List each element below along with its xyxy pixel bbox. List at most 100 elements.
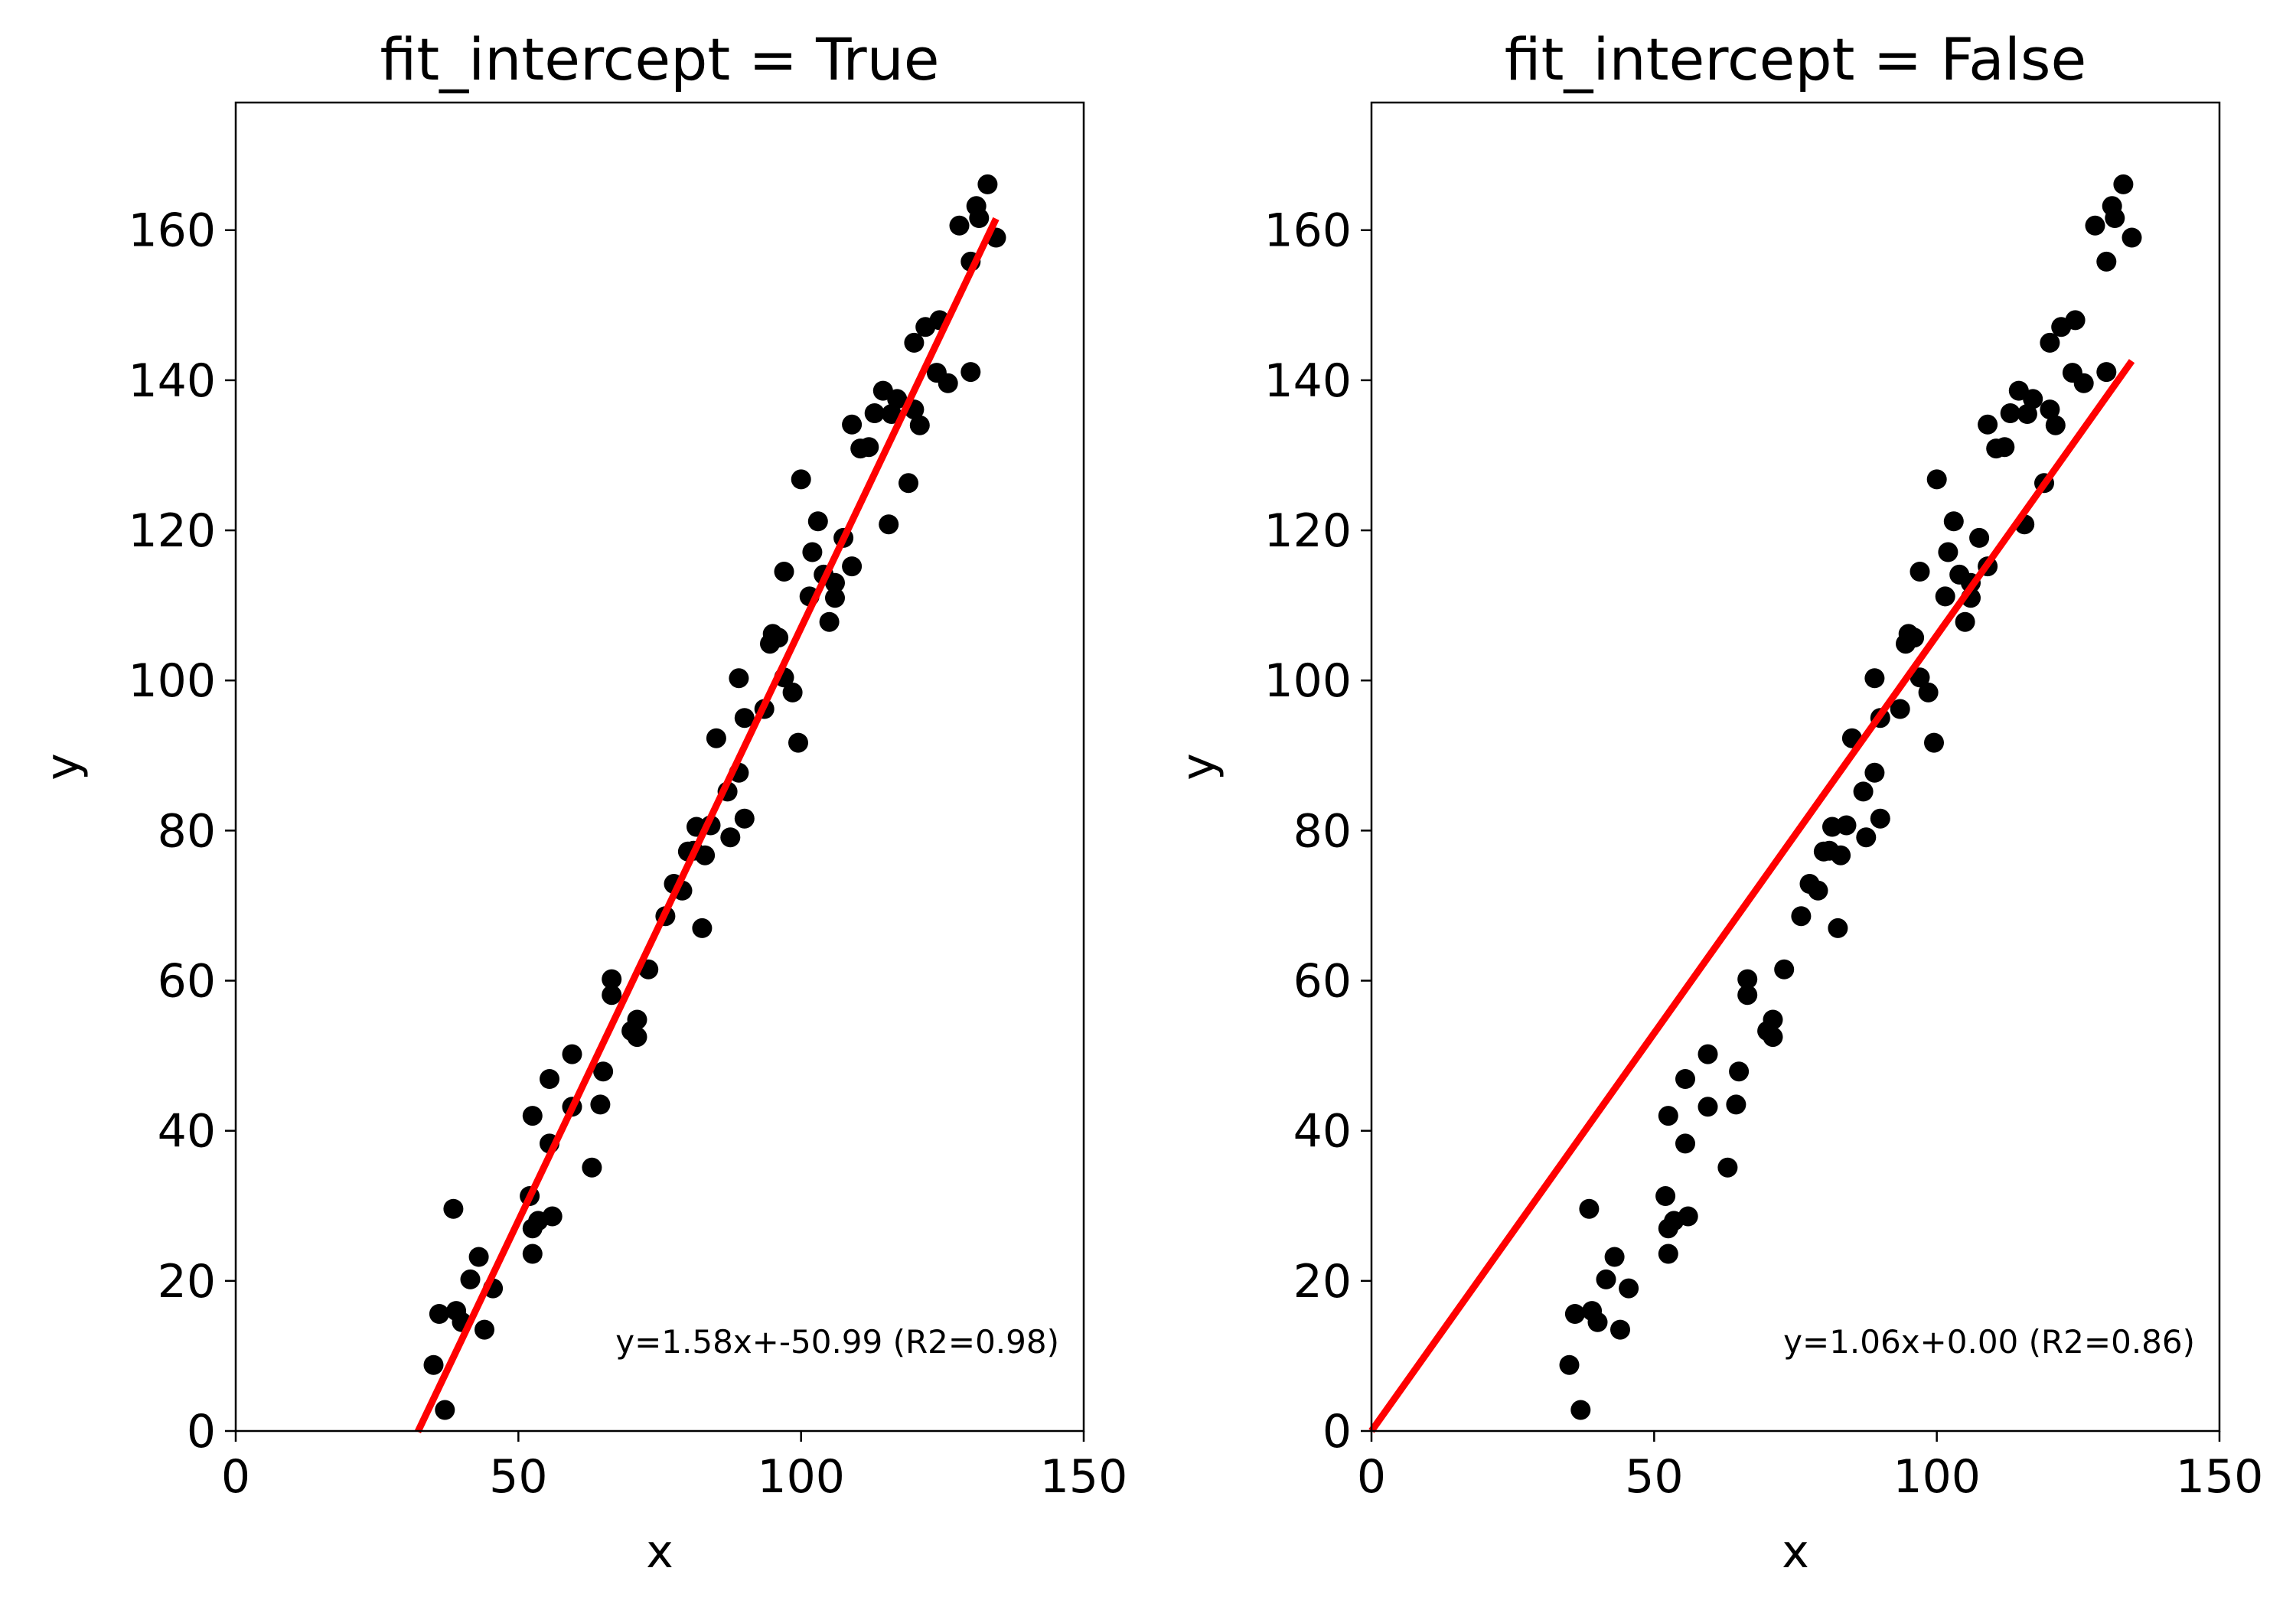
data-point — [1655, 1186, 1676, 1206]
y-tick-label: 120 — [1264, 504, 1352, 558]
data-point — [582, 1157, 602, 1178]
data-point — [1737, 985, 1758, 1006]
data-point — [819, 611, 840, 632]
data-point — [542, 1206, 563, 1227]
data-point — [1726, 1094, 1746, 1115]
data-point — [1604, 1247, 1625, 1267]
chart-title: fit_intercept = True — [380, 25, 939, 93]
regression-equation-annotation: y=1.06x+0.00 (R2=0.86) — [1783, 1323, 2195, 1361]
data-point — [602, 969, 622, 989]
data-point — [1774, 959, 1795, 980]
y-tick-label: 140 — [128, 354, 216, 408]
data-point — [692, 918, 713, 938]
data-point — [977, 174, 998, 194]
data-point — [825, 588, 845, 608]
y-tick-label: 20 — [158, 1255, 216, 1309]
data-point — [1926, 469, 1947, 490]
data-point — [602, 985, 622, 1006]
data-point — [729, 668, 749, 689]
data-point — [1675, 1133, 1695, 1154]
plot-area — [234, 101, 1085, 1434]
data-point — [706, 728, 726, 748]
data-point — [443, 1198, 464, 1219]
data-point — [2017, 404, 2037, 424]
data-point — [1737, 969, 1758, 989]
x-axis-label: x — [1782, 1525, 1809, 1579]
data-point — [1564, 1304, 1585, 1324]
y-tick-label: 60 — [1293, 955, 1352, 1009]
data-point — [1935, 586, 1955, 607]
data-point — [791, 469, 811, 490]
data-point — [475, 1319, 494, 1340]
chart-panel-fit-intercept-true: fit_intercept = True 0 50 100 150 0 20 40 60 80… — [36, 25, 1127, 1579]
data-point — [1698, 1097, 1718, 1117]
data-point — [1559, 1354, 1580, 1375]
data-point — [1717, 1157, 1738, 1178]
y-tick-label: 160 — [1264, 204, 1352, 258]
data-point — [627, 1027, 647, 1048]
y-tick-label: 100 — [1264, 654, 1352, 708]
y-tick-label: 80 — [1293, 804, 1352, 858]
data-point — [627, 1009, 647, 1030]
data-point — [2096, 362, 2117, 383]
data-point — [1856, 827, 1877, 848]
y-tick-label: 0 — [187, 1405, 216, 1459]
data-point — [468, 1247, 489, 1267]
data-point — [782, 682, 803, 702]
plot-area — [1368, 101, 2221, 1433]
data-point — [1570, 1400, 1591, 1420]
data-point — [1904, 627, 1925, 648]
data-point — [435, 1400, 455, 1420]
data-point — [842, 556, 863, 577]
data-point — [938, 373, 958, 393]
x-axis: 0 50 100 150 — [1357, 1431, 2263, 1504]
plot-frame — [1370, 101, 2221, 1433]
data-point — [1698, 1044, 1718, 1064]
data-point — [1978, 414, 1998, 435]
data-point — [1938, 542, 1958, 562]
data-point — [949, 215, 970, 236]
y-axis: 0 20 40 60 80 100 120 140 160 — [128, 204, 236, 1459]
data-point — [1828, 918, 1848, 938]
data-point — [1579, 1198, 1600, 1219]
data-point — [593, 1061, 614, 1082]
x-tick-label: 50 — [489, 1450, 547, 1504]
data-point — [864, 403, 885, 423]
data-point — [1918, 682, 1939, 702]
data-point — [1943, 511, 1964, 532]
data-point — [1831, 845, 1851, 865]
x-tick-label: 50 — [1625, 1450, 1683, 1504]
y-axis-label: y — [36, 753, 90, 781]
data-point — [1910, 667, 1930, 688]
data-point — [1596, 1269, 1616, 1289]
data-point — [562, 1044, 582, 1064]
data-point — [590, 1094, 611, 1115]
data-point — [1890, 699, 1910, 719]
data-point — [1836, 815, 1857, 836]
x-tick-label: 100 — [1893, 1450, 1981, 1504]
data-point — [2045, 415, 2066, 435]
x-tick-label: 0 — [221, 1450, 250, 1504]
data-point — [522, 1244, 543, 1264]
chart-title: fit_intercept = False — [1505, 25, 2086, 93]
data-point — [1870, 808, 1890, 829]
data-point — [969, 208, 990, 228]
y-tick-label: 140 — [1264, 354, 1352, 408]
data-point — [1619, 1278, 1639, 1299]
data-point — [734, 708, 755, 729]
data-point — [429, 1304, 449, 1324]
data-point — [1587, 1312, 1608, 1332]
regression-fit-line — [414, 217, 1000, 1434]
data-point — [1763, 1009, 1783, 1030]
data-point — [881, 404, 902, 424]
data-point — [1864, 762, 1885, 783]
data-point — [1955, 611, 1975, 632]
data-point — [825, 572, 845, 593]
data-point — [2105, 208, 2125, 228]
y-tick-label: 0 — [1322, 1405, 1352, 1459]
data-point — [1763, 1027, 1783, 1048]
y-tick-label: 60 — [158, 955, 216, 1009]
data-point — [807, 511, 828, 532]
